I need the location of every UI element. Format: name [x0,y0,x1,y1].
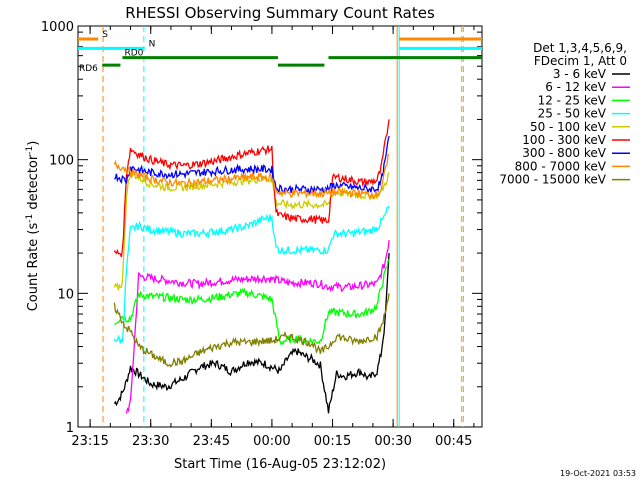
y-tick-label-1: 10 [57,287,74,302]
x-tick-label-4: 00:15 [314,434,351,449]
legend-header-line-2: FDecim 1, Att 0 [534,54,627,68]
y-tick-label-0: 1 [66,421,74,436]
y-axis-label: Count Rate (s-1 detector-1) [25,141,41,312]
series-line-5 [113,119,390,258]
series-line-6 [113,135,390,195]
legend-label-2: 12 - 25 keV [538,93,607,107]
legend-label-7: 800 - 7000 keV [515,159,607,173]
plot-area: 23:15 23:30 23:45 00:00 00:15 00:30 00:45 1 10 10… [41,20,483,449]
chart-title: RHESSI Observing Summary Count Rates [125,4,435,22]
x-tick-label-0: 23:15 [71,434,108,449]
y-axis-label-sup-1: -1 [25,214,35,223]
tick-group: 23:15 23:30 23:45 00:00 00:15 00:30 00:45 1 10 10… [41,20,482,449]
y-axis-label-sup-2: -1 [25,146,35,155]
series-line-8 [113,293,390,368]
x-tick-label-6: 00:45 [435,434,472,449]
legend-label-3: 25 - 50 keV [538,107,607,121]
legend-header-line-1: Det 1,3,4,5,6,9, [533,41,627,55]
legend-label-6: 300 - 800 keV [522,146,606,160]
x-tick-label-5: 00:30 [374,434,411,449]
legend-label-5: 100 - 300 keV [522,133,606,147]
state-label-3: RD6 [79,64,98,74]
y-tick-label-2: 100 [49,154,74,169]
state-label-0: S [102,30,108,40]
legend-label-1: 6 - 12 keV [545,80,607,94]
y-axis-label-end: ) [26,141,41,146]
x-tick-label-1: 23:30 [132,434,169,449]
x-axis-label: Start Time (16-Aug-05 23:12:02) [174,457,386,472]
legend-label-8: 7000 - 15000 keV [499,173,606,187]
state-marker-group: S N RD0 RD6 [78,30,482,74]
state-label-2: RD0 [124,49,143,59]
series-line-0 [113,253,390,414]
x-tick-label-2: 23:45 [193,434,230,449]
y-axis-label-main: Count Rate (s [26,223,41,312]
series-line-1 [125,240,390,414]
series-line-7 [113,153,390,200]
plot-frame [77,25,483,428]
vertical-marker-group [102,26,464,427]
series-line-3 [113,205,390,344]
footer-timestamp: 19-Oct-2021 03:53 [560,469,636,478]
legend-label-0: 3 - 6 keV [553,67,607,81]
y-tick-label-3: 1000 [41,20,74,35]
state-label-1: N [149,39,156,49]
series-line-2 [114,258,390,347]
legend: Det 1,3,4,5,6,9, FDecim 1, Att 0 3 - 6 k… [499,41,630,187]
series-group [113,119,390,414]
y-axis-label-mid: detector [26,154,41,214]
x-tick-label-3: 00:00 [253,434,290,449]
legend-label-4: 50 - 100 keV [530,120,607,134]
